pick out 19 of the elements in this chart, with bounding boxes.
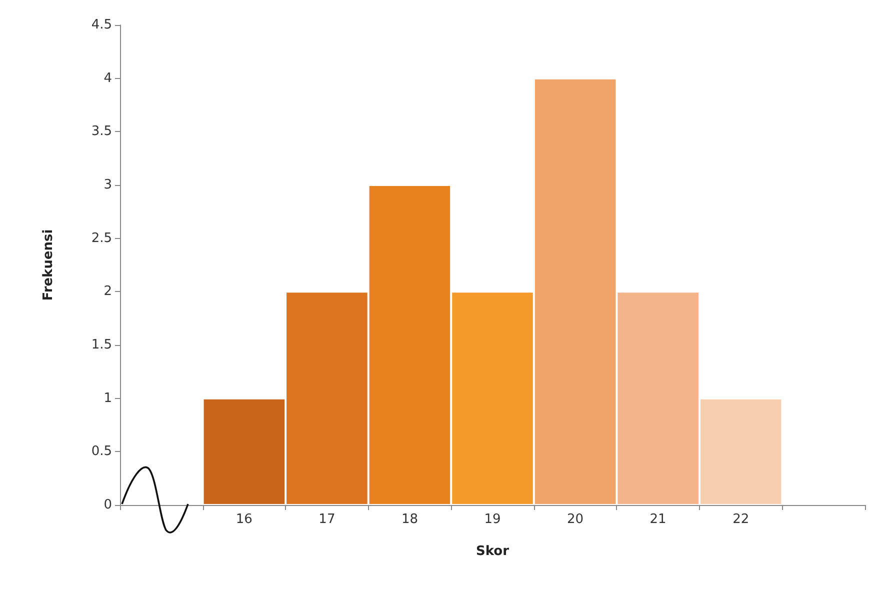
y-tick-label: 0 bbox=[104, 498, 112, 512]
y-tick-label: 1.5 bbox=[91, 338, 112, 352]
x-tick-label: 20 bbox=[567, 512, 584, 527]
x-tick-label: 16 bbox=[236, 512, 252, 527]
y-tick-label: 3 bbox=[104, 178, 112, 192]
x-tick-label: 21 bbox=[650, 512, 666, 527]
y-tick-label: 3.5 bbox=[91, 124, 112, 140]
x-tick-label: 22 bbox=[732, 512, 750, 527]
x-tick-label: 19 bbox=[484, 512, 501, 527]
x-tick-label: 17 bbox=[318, 512, 336, 527]
y-tick-label: 1 bbox=[104, 390, 112, 406]
x-axis-title: Skor bbox=[476, 544, 510, 559]
y-tick-label: 2 bbox=[104, 284, 112, 300]
y-tick-label: 4.5 bbox=[91, 18, 112, 32]
x-tick-label: 18 bbox=[401, 512, 418, 527]
y-tick-label: 4 bbox=[104, 70, 112, 86]
y-axis-title: Frekuensi bbox=[41, 229, 56, 301]
y-tick-label: 2.5 bbox=[91, 230, 112, 246]
y-tick-label: 0.5 bbox=[91, 444, 112, 460]
